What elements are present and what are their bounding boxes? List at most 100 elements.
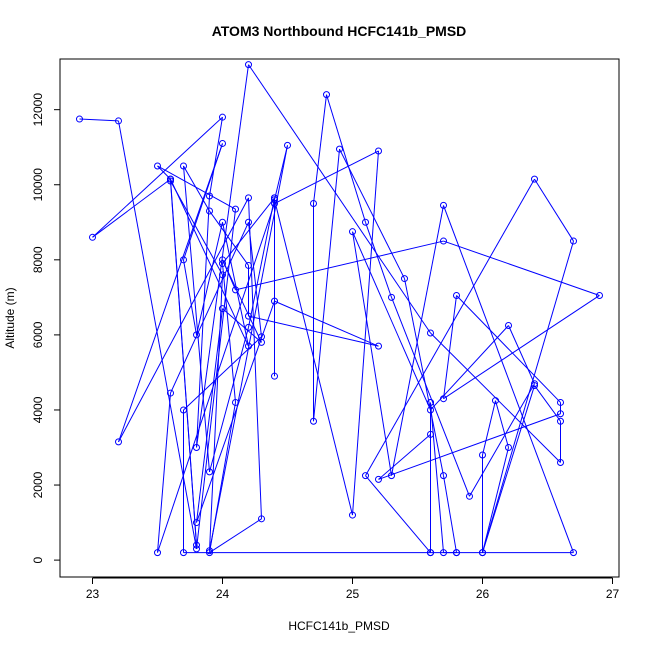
- series-segment: [404, 278, 444, 476]
- data-point: [258, 338, 265, 346]
- x-tick-label: 26: [476, 587, 490, 601]
- data-point: [570, 237, 577, 245]
- data-point: [375, 147, 382, 155]
- data-point: [557, 398, 564, 406]
- data-point: [89, 233, 96, 241]
- data-point: [206, 547, 213, 555]
- series-segment: [118, 197, 249, 443]
- data-point: [388, 293, 395, 301]
- series-segment: [482, 385, 535, 553]
- data-point: [492, 397, 499, 405]
- data-point: [531, 382, 538, 390]
- data-point: [193, 331, 200, 339]
- data-point: [245, 218, 252, 226]
- data-point: [245, 312, 252, 320]
- data-point: [206, 549, 213, 557]
- series-segment: [534, 385, 561, 422]
- series-segment: [443, 205, 574, 553]
- series-segment: [157, 393, 171, 553]
- data-point: [115, 438, 122, 446]
- series-segment: [443, 475, 457, 553]
- data-point: [362, 218, 369, 226]
- data-point: [557, 459, 564, 467]
- data-point: [479, 451, 486, 459]
- series-segment: [508, 325, 535, 384]
- data-point: [401, 275, 408, 283]
- data-point: [557, 417, 564, 425]
- series-segment: [274, 145, 288, 200]
- data-point: [570, 549, 577, 557]
- data-point: [440, 201, 447, 209]
- data-point: [440, 237, 447, 245]
- data-point: [193, 545, 200, 553]
- data-point: [466, 492, 473, 500]
- series-lines: [79, 64, 600, 554]
- data-point: [531, 380, 538, 388]
- data-point: [349, 511, 356, 519]
- series-segment: [222, 308, 262, 343]
- data-point: [206, 468, 213, 476]
- series-segment: [209, 402, 236, 553]
- data-point: [271, 196, 278, 204]
- series-segment: [235, 240, 444, 291]
- y-axis: 0 2000 4000 6000 8000 10000 12000: [31, 93, 61, 563]
- series-segment: [352, 231, 431, 411]
- series-segment: [352, 231, 392, 476]
- data-point: [245, 61, 252, 69]
- data-point: [427, 406, 434, 414]
- data-point: [115, 117, 122, 125]
- series-segment: [430, 325, 509, 411]
- x-axis-label: HCFC141b_PMSD: [288, 619, 390, 633]
- x-tick-label: 23: [86, 587, 100, 601]
- series-segment: [313, 94, 327, 204]
- series-segment: [196, 64, 249, 448]
- series-segment: [443, 295, 457, 399]
- series-segment: [534, 178, 574, 242]
- data-point: [206, 207, 213, 215]
- series-segment: [222, 222, 249, 347]
- x-tick-label: 24: [216, 587, 230, 601]
- data-point: [245, 342, 252, 350]
- series-segment: [183, 165, 210, 212]
- series-segment: [365, 222, 392, 298]
- series-segment: [209, 274, 223, 551]
- data-point: [284, 141, 291, 149]
- data-point: [453, 549, 460, 557]
- data-point: [271, 297, 278, 305]
- series-segment: [352, 150, 379, 516]
- data-point: [232, 286, 239, 294]
- y-tick-label: 6000: [31, 321, 45, 348]
- data-point: [336, 145, 343, 153]
- data-point: [388, 472, 395, 480]
- series-segment: [196, 308, 223, 523]
- series-segment: [79, 118, 119, 122]
- series-segment: [118, 143, 223, 443]
- data-point: [596, 291, 603, 299]
- series-points: [76, 61, 603, 557]
- series-segment: [365, 178, 535, 476]
- series-segment: [248, 197, 275, 328]
- y-tick-label: 10000: [31, 168, 45, 202]
- series-segment: [339, 148, 405, 279]
- data-point: [232, 205, 239, 213]
- data-point: [167, 389, 174, 397]
- series-segment: [469, 383, 535, 497]
- data-point: [193, 541, 200, 549]
- data-point: [180, 549, 187, 557]
- y-tick-label: 0: [31, 556, 45, 563]
- data-point: [167, 177, 174, 185]
- data-point: [375, 342, 382, 350]
- x-tick-label: 27: [606, 587, 620, 601]
- data-point: [479, 549, 486, 557]
- series-segment: [443, 240, 600, 296]
- data-point: [427, 549, 434, 557]
- y-axis-label: Altitude (m): [3, 287, 17, 348]
- data-point: [219, 218, 226, 226]
- data-point: [375, 475, 382, 483]
- data-point: [154, 162, 161, 170]
- series-segment: [274, 150, 379, 204]
- data-point: [440, 472, 447, 480]
- data-point: [362, 472, 369, 480]
- data-point: [219, 139, 226, 147]
